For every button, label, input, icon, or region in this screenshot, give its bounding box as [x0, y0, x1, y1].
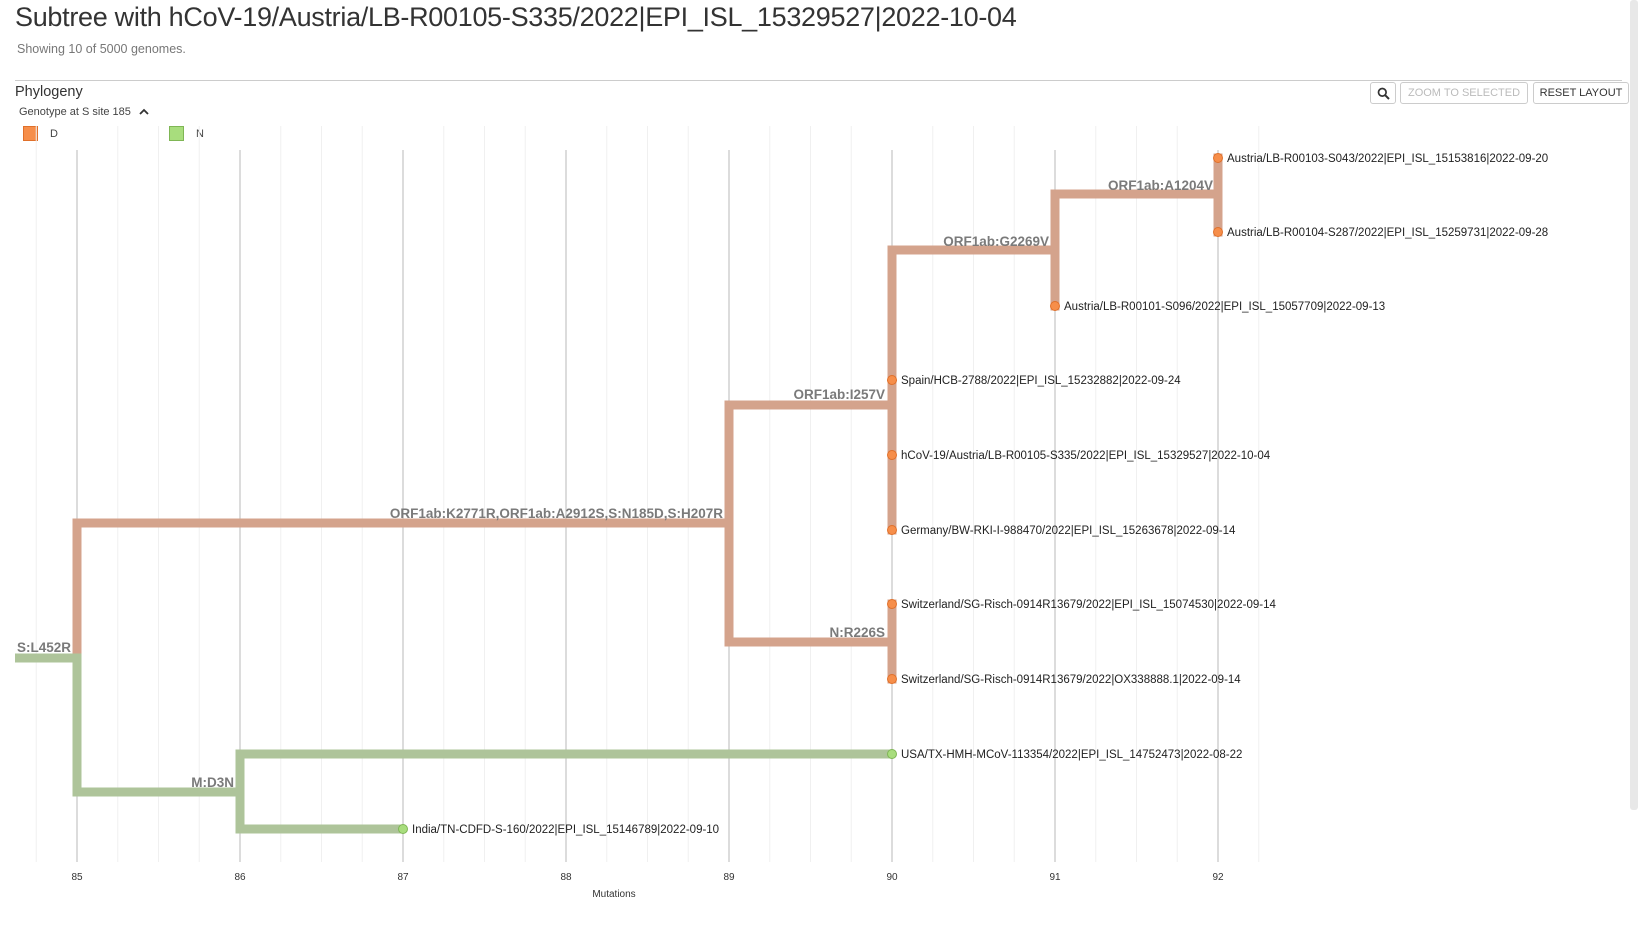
x-tick-label: 85	[71, 872, 83, 883]
x-tick-label: 87	[397, 872, 409, 883]
tip-node[interactable]	[887, 525, 897, 535]
legend-title-text: Genotype at S site 185	[19, 106, 131, 118]
x-tick-label: 88	[560, 872, 572, 883]
legend-item-d[interactable]: D	[23, 126, 58, 141]
tip-node[interactable]	[1213, 227, 1223, 237]
legend-item-n[interactable]: N	[169, 126, 204, 141]
tip-node[interactable]	[887, 375, 897, 385]
tip-node[interactable]	[887, 450, 897, 460]
tip-label[interactable]: Austria/LB-R00101-S096/2022|EPI_ISL_1505…	[1064, 301, 1385, 313]
tip-label[interactable]: Germany/BW-RKI-I-988470/2022|EPI_ISL_152…	[901, 525, 1236, 537]
panel-title: Phylogeny	[15, 84, 83, 100]
branch-label: S:L452R	[17, 640, 71, 655]
branch-label: ORF1ab:K2771R,ORF1ab:A2912S,S:N185D,S:H2…	[390, 506, 723, 521]
tip-label[interactable]: Switzerland/SG-Risch-0914R13679/2022|EPI…	[901, 599, 1276, 611]
chevron-up-icon[interactable]	[139, 107, 149, 118]
tip-label[interactable]: India/TN-CDFD-S-160/2022|EPI_ISL_1514678…	[412, 824, 719, 836]
divider	[15, 80, 1622, 81]
tip-label[interactable]: Austria/LB-R00104-S287/2022|EPI_ISL_1525…	[1227, 227, 1548, 239]
x-axis-label: Mutations	[592, 889, 635, 900]
tip-node[interactable]	[1213, 153, 1223, 163]
legend-swatch-d	[23, 126, 38, 141]
legend-label-d: D	[50, 127, 58, 140]
zoom-to-selected-button[interactable]: ZOOM TO SELECTED	[1400, 82, 1528, 104]
tip-node[interactable]	[1050, 301, 1060, 311]
tip-label[interactable]: Austria/LB-R00103-S043/2022|EPI_ISL_1515…	[1227, 153, 1548, 165]
legend-label-n: N	[196, 127, 204, 140]
branch-label: N:R226S	[829, 625, 885, 640]
branch-label: ORF1ab:I257V	[793, 387, 885, 402]
tip-node[interactable]	[887, 674, 897, 684]
x-tick-label: 90	[886, 872, 898, 883]
x-tick-label: 86	[234, 872, 246, 883]
tip-label[interactable]: USA/TX-HMH-MCoV-113354/2022|EPI_ISL_1475…	[901, 749, 1242, 761]
tip-node[interactable]	[887, 749, 897, 759]
legend-title[interactable]: Genotype at S site 185	[19, 106, 149, 118]
x-tick-label: 92	[1212, 872, 1224, 883]
tip-label[interactable]: hCoV-19/Austria/LB-R00105-S335/2022|EPI_…	[901, 450, 1271, 462]
tip-label[interactable]: Switzerland/SG-Risch-0914R13679/2022|OX3…	[901, 674, 1241, 686]
x-tick-label: 91	[1049, 872, 1061, 883]
tip-node[interactable]	[887, 599, 897, 609]
x-tick-label: 89	[723, 872, 735, 883]
reset-layout-button[interactable]: RESET LAYOUT	[1533, 82, 1629, 104]
scrollbar[interactable]	[1630, 0, 1638, 810]
page-title: Subtree with hCoV-19/Austria/LB-R00105-S…	[15, 2, 1017, 32]
branch-label: ORF1ab:A1204V	[1108, 178, 1213, 193]
tip-label[interactable]: Spain/HCB-2788/2022|EPI_ISL_15232882|202…	[901, 375, 1181, 387]
search-icon	[1377, 87, 1390, 100]
branch-label: M:D3N	[191, 775, 234, 790]
genome-count: Showing 10 of 5000 genomes.	[17, 42, 186, 56]
tip-node[interactable]	[398, 824, 408, 834]
search-button[interactable]	[1370, 82, 1396, 104]
legend-swatch-n	[169, 126, 184, 141]
branch-label: ORF1ab:G2269V	[943, 234, 1049, 249]
